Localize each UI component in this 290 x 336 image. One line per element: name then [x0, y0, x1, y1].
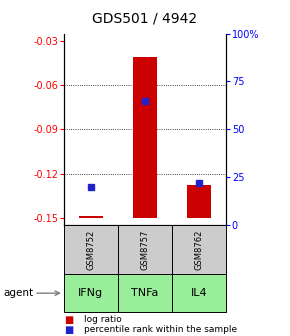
Bar — [172, 274, 226, 312]
Bar — [64, 225, 118, 274]
Bar — [172, 225, 226, 274]
Text: TNFa: TNFa — [131, 288, 159, 298]
Bar — [187, 185, 211, 218]
Text: log ratio: log ratio — [84, 316, 122, 324]
Text: ■: ■ — [64, 325, 73, 335]
Bar — [79, 216, 103, 218]
Text: GSM8757: GSM8757 — [140, 229, 150, 270]
Bar — [118, 274, 172, 312]
Text: IFNg: IFNg — [78, 288, 104, 298]
Text: agent: agent — [3, 288, 33, 298]
Text: ■: ■ — [64, 315, 73, 325]
Bar — [133, 57, 157, 218]
Text: GSM8762: GSM8762 — [195, 229, 204, 270]
Bar — [118, 225, 172, 274]
Bar — [64, 274, 118, 312]
Text: percentile rank within the sample: percentile rank within the sample — [84, 326, 237, 334]
Text: GSM8752: GSM8752 — [86, 229, 95, 269]
Text: IL4: IL4 — [191, 288, 207, 298]
Text: GDS501 / 4942: GDS501 / 4942 — [93, 12, 197, 26]
